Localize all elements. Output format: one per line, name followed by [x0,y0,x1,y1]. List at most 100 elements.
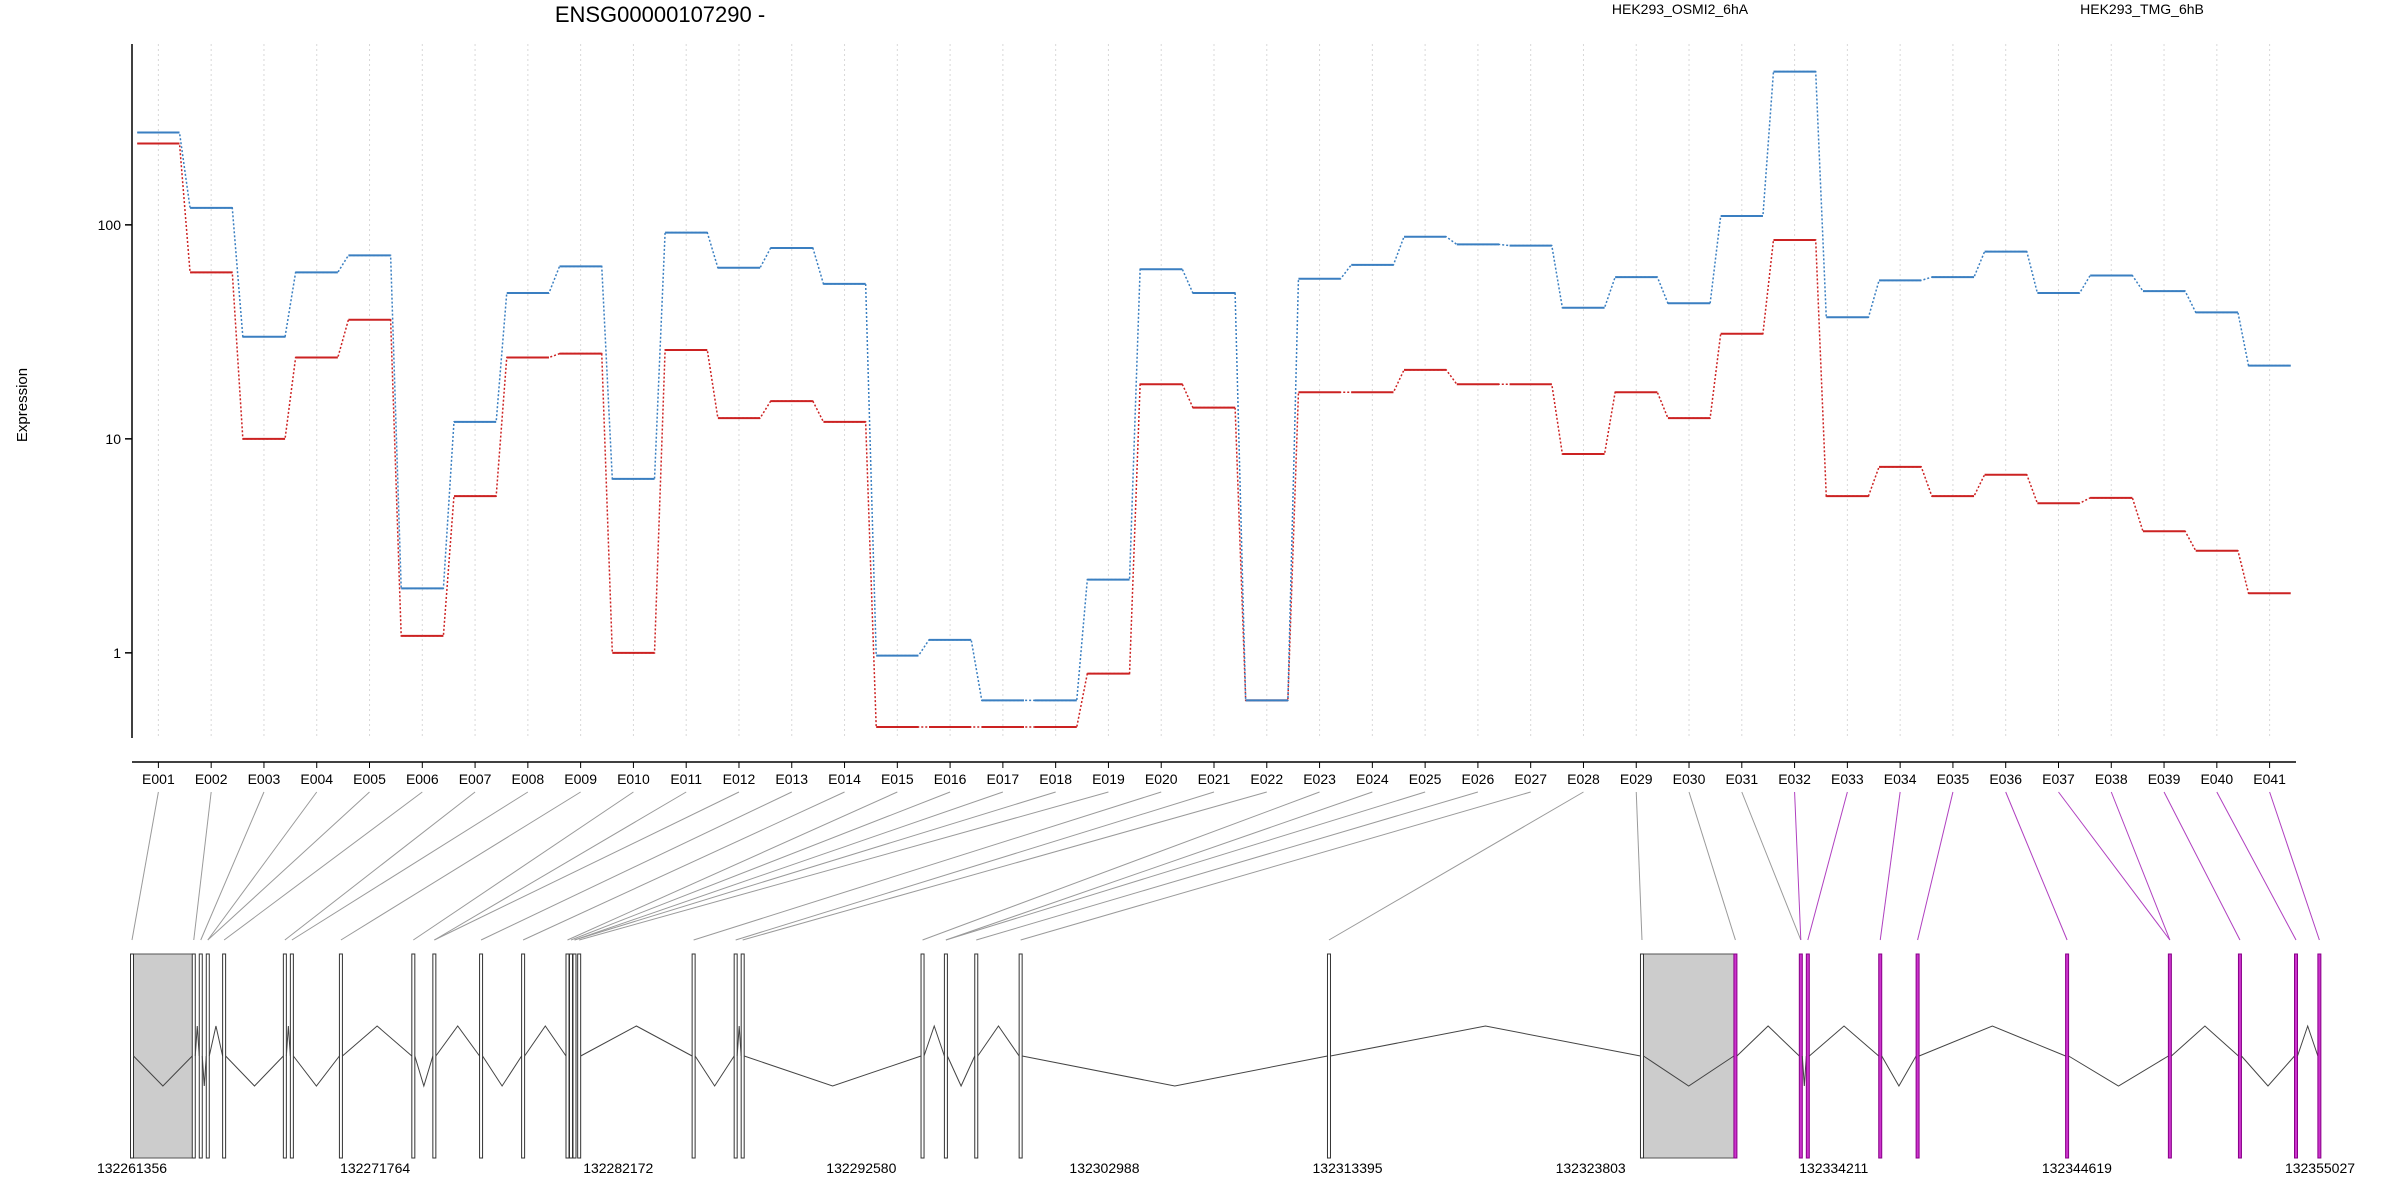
exon-block [289,953,294,1159]
exon-block [432,953,437,1159]
exon-block [740,953,745,1159]
coordinate-label: 132261356 [97,1160,167,1176]
exon-label: E030 [1673,771,1706,787]
coordinate-label: 132344619 [2042,1160,2112,1176]
exon-label: E037 [2042,771,2075,787]
gene-model: 132261356 132271764 132282172 132292580 1323… [97,953,2355,1176]
exon-connector [570,791,951,941]
exon-connector [2005,791,2068,941]
exon-block [1805,953,1810,1159]
coordinate-label: 132313395 [1313,1160,1383,1176]
exon-label: E009 [564,771,597,787]
exon-connector [223,791,423,941]
exon-connector [284,791,476,941]
exon-connector [193,791,212,941]
series-lines [137,70,2291,729]
intron-line [1801,1055,1807,1087]
intron-line [133,1055,193,1087]
exon-block [1018,953,1023,1159]
coordinate-label: 132355027 [2285,1160,2355,1176]
intron-line [2241,1055,2295,1087]
exon-connector [1688,791,1736,941]
exon-label: E016 [934,771,967,787]
exon-block [572,953,577,1159]
exon-label: E018 [1039,771,1072,787]
exon-connector [200,791,265,941]
exon-label: E017 [987,771,1020,787]
exon-connector [1020,791,1531,941]
exon-block [2294,953,2299,1159]
legend-series-osmi: HEK293_OSMI2_6hA [1612,1,1749,17]
exon-label: E023 [1303,771,1336,787]
exon-connector [434,791,740,941]
exon-label: E027 [1514,771,1547,787]
exon-label: E001 [142,771,175,787]
exon-block [1915,953,1920,1159]
exon-connector [945,791,1373,941]
intron-line [482,1055,523,1087]
intron-line [2297,1024,2319,1057]
y-axis-label: Expression [14,368,31,442]
exon-connector [2058,791,2171,941]
exon-connector [1879,791,1901,941]
exon-connectors [131,791,2320,941]
exon-label: E028 [1567,771,1600,787]
exon-label: E041 [2253,771,2286,787]
exon-label: E011 [670,771,702,787]
chart-title: ENSG00000107290 - [555,2,765,27]
intron-line [414,1055,434,1088]
exon-block [1326,953,1331,1159]
exon-connector [2163,791,2241,941]
exon-block [920,953,925,1159]
intron-line [580,1025,693,1057]
coordinate-label: 132271764 [340,1160,410,1176]
exon-connector [579,791,1109,941]
exon-label: E014 [828,771,861,787]
exon-block [943,953,948,1159]
intron-line [1918,1025,2066,1057]
exon-block [565,953,570,1159]
coordinate-label: 132323803 [1556,1160,1626,1176]
exon-connector [480,791,792,941]
exon-connector [340,791,581,941]
exon-connector [735,791,1215,941]
exon-label: E007 [459,771,492,787]
utr-block [131,953,195,1159]
exon-block [1639,953,1644,1159]
exon-label: E029 [1620,771,1653,787]
coordinate-label: 132282172 [583,1160,653,1176]
intron-line [225,1055,284,1087]
grid-lines [157,44,2271,738]
exon-label: E038 [2095,771,2128,787]
exon-label: E006 [406,771,439,787]
exon-block [479,953,484,1159]
exon-connector [207,791,318,941]
exon-block [691,953,696,1159]
exon-connector [1917,791,1954,941]
intron-line [946,1055,976,1088]
intron-line [736,1025,742,1057]
intron-line [1643,1055,1735,1087]
exon-connector [567,791,898,941]
exon-block [130,953,134,1159]
exon-label: E012 [723,771,756,787]
intron-line [524,1025,567,1057]
intron-line [1022,1055,1328,1087]
exon-label: E004 [300,771,333,787]
exon-connector [1741,791,1802,941]
exon-block [1798,953,1803,1159]
exon-block [222,953,227,1159]
exon-connector [207,791,370,941]
intron-line [342,1025,413,1057]
intron-line [285,1025,291,1057]
exon-connector [945,791,1426,941]
exon-block [2317,953,2322,1159]
exon-label: E013 [775,771,808,787]
exon-label: E034 [1884,771,1917,787]
intron-line [435,1025,480,1057]
intron-line [977,1025,1020,1057]
exon-connector [693,791,1162,941]
exon-label: E002 [195,771,228,787]
intron-line [201,1055,207,1087]
